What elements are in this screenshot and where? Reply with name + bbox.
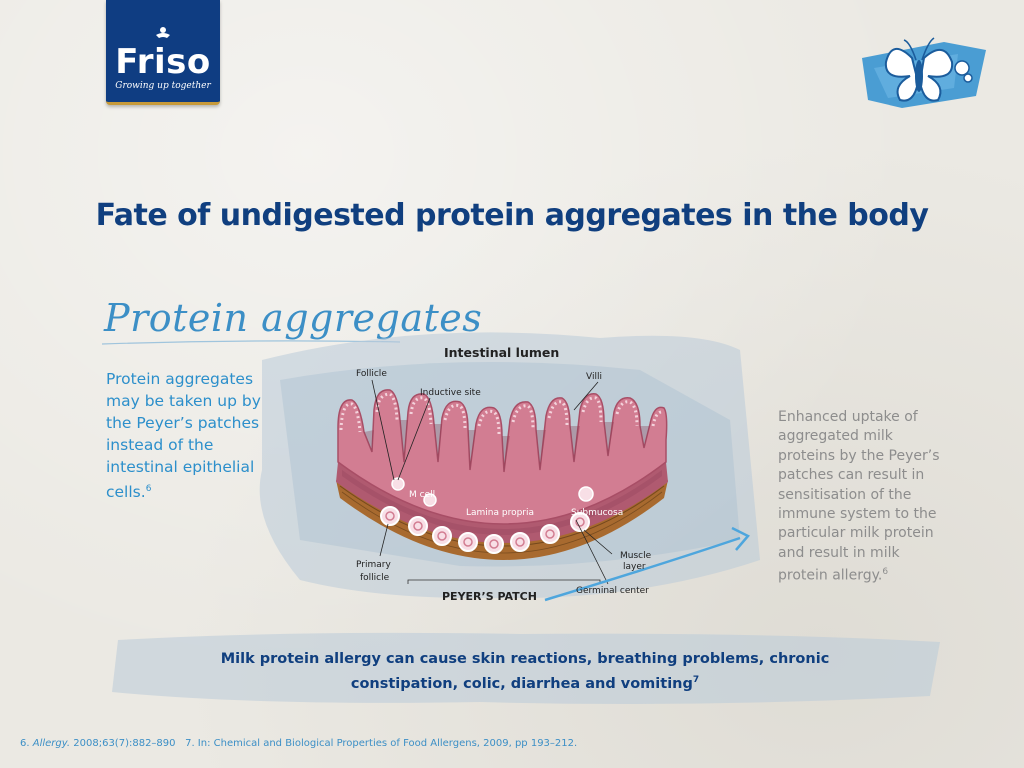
ref6-num: 6. [20,738,30,749]
muscle-layer [336,480,668,560]
right-description-text: Enhanced uptake of aggregated milk prote… [778,409,940,584]
arrow-head-icon [731,526,750,551]
muscle-label: Muscle [620,551,652,561]
germinal-center-label: Germinal center [576,586,649,596]
follicle-label: Follicle [356,369,387,379]
layer-label: layer [623,562,646,572]
butterfly-mascot-icon [862,37,986,108]
m-cells [391,477,594,507]
follicles [380,506,590,554]
primary-label: Primary [356,560,391,570]
peyers-patch-diagram: Intestinal lumen Follicle Inductive site… [259,332,760,603]
footnotes: 6. Allergy. 2008;63(7):882–890 7. In: Ch… [20,738,577,749]
ref6-journal: Allergy. [32,738,71,749]
right-ref: 6 [882,567,889,578]
friso-logo: Friso Growing up together [106,0,220,105]
crypt-shading [364,420,650,472]
handwritten-heading: Protein aggregates [104,296,483,340]
inductive-site-label: Inductive site [420,388,481,398]
arrow-line [544,536,741,602]
lumen-label: Intestinal lumen [444,345,559,360]
lamina-propria-label: Lamina propria [466,508,534,518]
m-cell-label: M cell [409,490,435,500]
follicle-label-2: follicle [360,573,390,583]
logo-figure-icon [156,27,170,38]
ref7: 7. In: Chemical and Biological Propertie… [185,738,578,749]
bottom-brush-stroke [112,632,940,704]
left-description: Protein aggregates may be taken up by th… [106,368,266,503]
right-description: Enhanced uptake of aggregated milk prote… [778,408,948,586]
logo-wordmark: Friso [115,42,211,82]
allergy-summary-line2: constipation, colic, diarrhea and vomiti… [350,675,693,692]
peyers-patch-label: PEYER’S PATCH [442,590,537,603]
allergy-summary: Milk protein allergy can cause skin reac… [200,649,850,695]
slide-title: Fate of undigested protein aggregates in… [95,198,929,233]
ref6-rest: 2008;63(7):882–890 [73,738,176,749]
logo-tagline: Growing up together [115,81,211,91]
left-ref: 6 [145,484,152,494]
submucosa-label: Submucosa [571,508,623,518]
villi-label: Villi [586,372,602,382]
leader-lines [371,379,613,585]
allergy-summary-line1: Milk protein allergy can cause skin reac… [220,651,830,667]
bottom-ref: 7 [692,675,700,685]
left-description-text: Protein aggregates may be taken up by th… [106,370,261,502]
